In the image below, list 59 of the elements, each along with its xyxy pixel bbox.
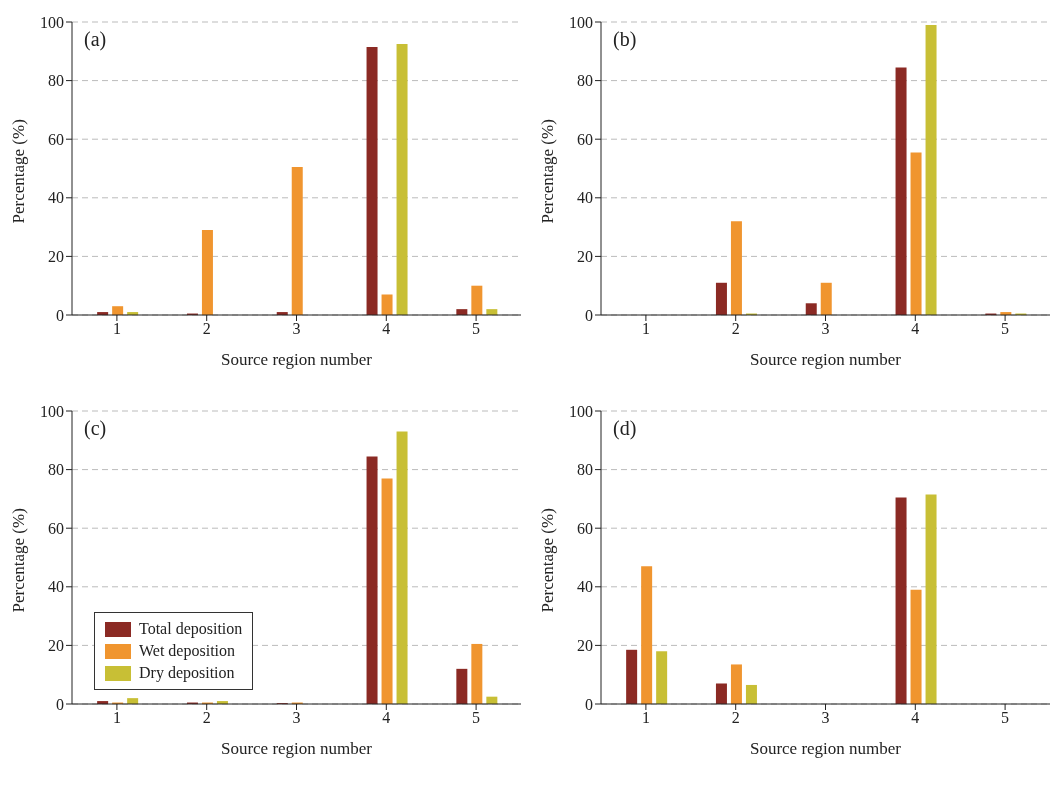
- annotation: (a): [84, 28, 107, 51]
- annotation: (d): [613, 417, 637, 440]
- y-axis-title: Percentage (%): [9, 119, 29, 224]
- x-tick-label: 3: [821, 320, 830, 338]
- y-tick-label: 60: [48, 130, 64, 148]
- x-tick-label: 4: [911, 320, 920, 338]
- y-axis-title: Percentage (%): [538, 119, 558, 224]
- y-tick-label: 20: [577, 637, 593, 655]
- y-tick-label: 40: [48, 189, 64, 207]
- legend-label: Wet deposition: [139, 641, 236, 662]
- x-tick-label: 5: [472, 320, 481, 338]
- y-tick-label: 20: [577, 248, 593, 266]
- y-axis-title: Percentage (%): [538, 508, 558, 613]
- x-axis-title: Source region number: [749, 350, 902, 369]
- y-tick-label: 20: [48, 248, 64, 266]
- x-tick-label: 1: [641, 320, 650, 338]
- x-tick-label: 4: [382, 320, 391, 338]
- y-tick-label: 60: [577, 519, 593, 537]
- x-tick-label: 1: [641, 709, 650, 727]
- x-tick-label: 2: [202, 320, 211, 338]
- y-tick-label: 20: [48, 637, 64, 655]
- x-axis-title: Source region number: [749, 739, 902, 758]
- y-tick-label: 80: [577, 72, 593, 90]
- y-tick-label: 60: [577, 130, 593, 148]
- x-tick-label: 4: [911, 709, 920, 727]
- y-tick-label: 100: [569, 13, 593, 31]
- x-tick-label: 2: [731, 709, 740, 727]
- x-tick-label: 3: [292, 320, 301, 338]
- x-tick-label: 1: [112, 709, 121, 727]
- x-tick-label: 2: [731, 320, 740, 338]
- y-tick-label: 80: [48, 72, 64, 90]
- x-tick-label: 5: [1001, 320, 1010, 338]
- y-tick-label: 40: [577, 189, 593, 207]
- x-axis-title: Source region number: [220, 350, 373, 369]
- x-axis-title: Source region number: [220, 739, 373, 758]
- x-tick-label: 4: [382, 709, 391, 727]
- y-tick-label: 40: [48, 578, 64, 596]
- y-tick-label: 100: [40, 13, 64, 31]
- y-axis-title: Percentage (%): [9, 508, 29, 613]
- y-tick-label: 100: [569, 402, 593, 420]
- legend-label: Dry deposition: [139, 663, 235, 684]
- y-tick-label: 0: [56, 695, 64, 713]
- y-tick-label: 80: [577, 461, 593, 479]
- y-tick-label: 80: [48, 461, 64, 479]
- y-tick-label: 100: [40, 402, 64, 420]
- x-tick-label: 3: [292, 709, 301, 727]
- annotation: (b): [613, 28, 637, 51]
- y-tick-label: 0: [585, 306, 593, 324]
- legend-label: Total deposition: [139, 619, 243, 640]
- y-tick-label: 60: [48, 519, 64, 537]
- x-tick-label: 5: [1001, 709, 1010, 727]
- x-tick-label: 5: [472, 709, 481, 727]
- y-tick-label: 0: [585, 695, 593, 713]
- annotation: (c): [84, 417, 107, 440]
- y-tick-label: 0: [56, 306, 64, 324]
- x-tick-label: 3: [821, 709, 830, 727]
- y-tick-label: 40: [577, 578, 593, 596]
- x-tick-label: 1: [112, 320, 121, 338]
- x-tick-label: 2: [202, 709, 211, 727]
